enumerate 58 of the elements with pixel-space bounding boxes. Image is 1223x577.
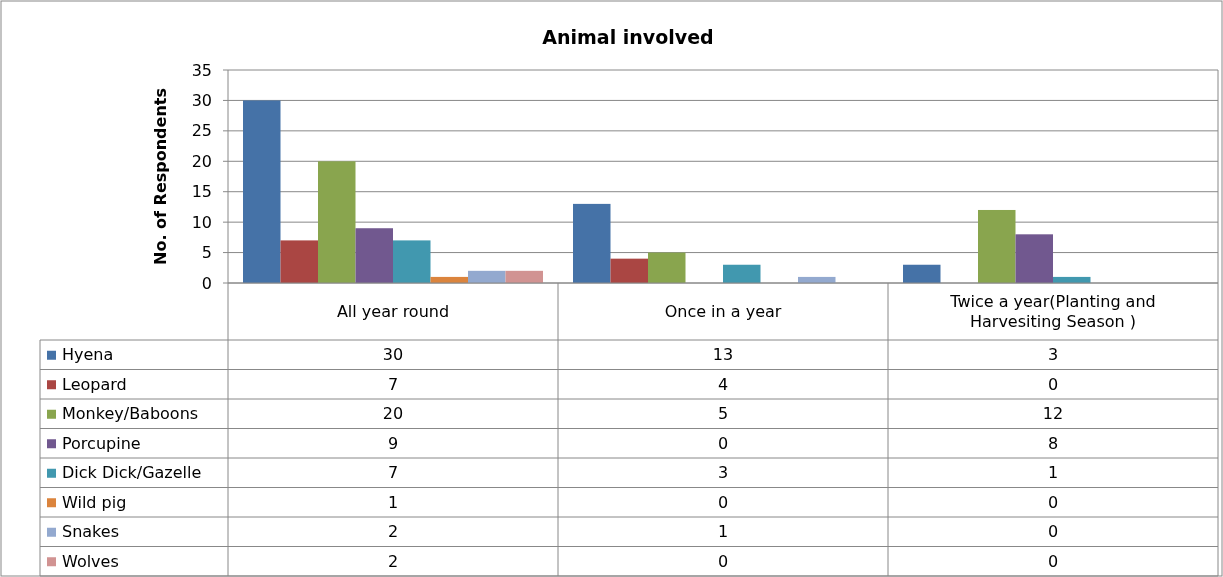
bar	[318, 161, 356, 283]
data-label: 30	[382, 345, 404, 365]
legend-label: Monkey/Baboons	[62, 404, 199, 424]
legend-label: Dick Dick/Gazelle	[62, 463, 202, 483]
y-tick-label: 15	[191, 182, 212, 202]
data-label: 0	[717, 492, 729, 512]
bar	[1015, 234, 1053, 283]
data-label: 0	[717, 433, 729, 453]
bar	[723, 264, 761, 283]
bar	[903, 264, 941, 283]
data-label: 9	[387, 433, 399, 453]
bar	[355, 228, 393, 283]
legend-label: Wild pig	[62, 492, 127, 512]
bar	[280, 240, 318, 283]
data-label: 2	[387, 522, 399, 542]
data-label: 1	[387, 492, 399, 512]
bar	[573, 203, 611, 283]
data-label: 0	[717, 551, 729, 571]
data-label: 0	[1047, 551, 1059, 571]
y-tick-label: 25	[191, 121, 212, 141]
chart-title: Animal involved	[542, 26, 714, 48]
bar	[978, 209, 1016, 283]
legend-label: Snakes	[62, 522, 119, 542]
data-label: 0	[1047, 522, 1059, 542]
legend-label: Leopard	[62, 374, 127, 394]
x-tick-label: Once in a year	[664, 302, 782, 322]
y-tick-label: 30	[191, 91, 212, 111]
data-label: 2	[387, 551, 399, 571]
data-label: 5	[717, 404, 729, 424]
data-label: 3	[717, 463, 729, 483]
y-axis-title: No. of Respondents	[151, 88, 170, 265]
y-tick-label: 5	[201, 243, 212, 263]
data-label: 4	[717, 374, 729, 394]
data-label: 1	[717, 522, 729, 542]
y-tick-label: 20	[191, 151, 212, 171]
x-tick-label: All year round	[336, 302, 450, 322]
data-label: 3	[1047, 345, 1059, 365]
bar	[243, 100, 281, 283]
y-tick-label: 35	[191, 60, 212, 80]
bar	[610, 258, 648, 283]
data-label: 13	[712, 345, 734, 365]
data-label: 7	[387, 463, 399, 483]
y-tick-label: 10	[191, 212, 212, 232]
legend-label: Hyena	[62, 345, 114, 365]
data-label: 12	[1042, 404, 1064, 424]
bar	[393, 240, 431, 283]
bar	[468, 270, 506, 283]
y-tick-label: 0	[201, 273, 212, 293]
data-label: 7	[387, 374, 399, 394]
x-tick-label: Twice a year(Planting and Harvesiting Season )	[949, 292, 1156, 332]
data-label: 20	[382, 404, 404, 424]
legend-label: Wolves	[62, 551, 119, 571]
bar	[648, 252, 686, 283]
data-label: 0	[1047, 374, 1059, 394]
data-label: 0	[1047, 492, 1059, 512]
legend-label: Porcupine	[62, 433, 141, 453]
data-label: 1	[1047, 463, 1059, 483]
data-label: 8	[1047, 433, 1059, 453]
